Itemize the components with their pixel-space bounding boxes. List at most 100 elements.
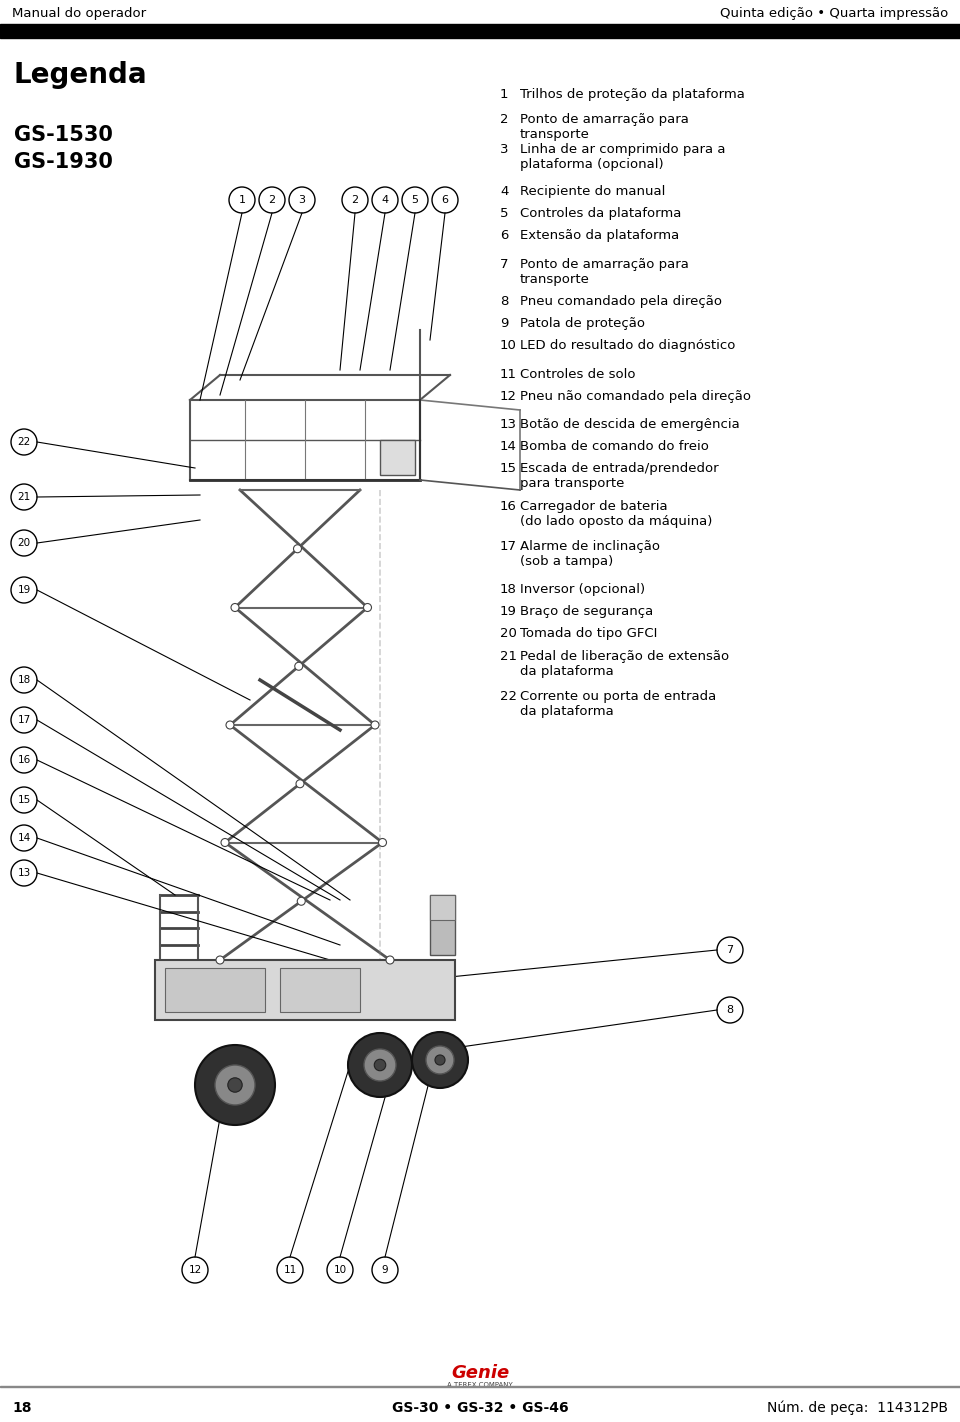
Text: 6: 6 [442,195,448,205]
Text: Pneu comandado pela direção: Pneu comandado pela direção [520,294,722,309]
Text: 18: 18 [500,583,516,596]
Circle shape [215,1065,255,1105]
Text: 12: 12 [188,1266,202,1276]
Text: 7: 7 [727,946,733,956]
Text: 22: 22 [500,690,517,702]
Text: Alarme de inclinação
(sob a tampa): Alarme de inclinação (sob a tampa) [520,540,660,567]
Text: 7: 7 [500,257,509,272]
Circle shape [426,1047,454,1074]
Text: 19: 19 [17,584,31,594]
Text: 20: 20 [500,627,516,640]
Circle shape [371,721,379,729]
Bar [0,24,960,38]
Text: 5: 5 [500,208,509,220]
Bar [280,968,360,1012]
Bar [430,894,455,956]
Text: A TEREX COMPANY: A TEREX COMPANY [447,1382,513,1388]
Text: 9: 9 [500,317,509,330]
Text: 4: 4 [381,195,389,205]
Bar [165,968,265,1012]
Circle shape [226,721,234,729]
Circle shape [364,603,372,611]
Bar [380,439,415,475]
Text: Ponto de amarração para
transporte: Ponto de amarração para transporte [520,112,689,141]
Text: Controles da plataforma: Controles da plataforma [520,208,682,220]
Text: 16: 16 [500,501,516,513]
Text: 10: 10 [333,1266,347,1276]
Circle shape [378,839,387,846]
Text: 15: 15 [17,795,31,805]
Text: 14: 14 [500,439,516,454]
Text: 2: 2 [500,112,509,127]
Text: Botão de descida de emergência: Botão de descida de emergência [520,418,740,431]
Text: Recipiente do manual: Recipiente do manual [520,185,665,198]
Text: Pneu não comandado pela direção: Pneu não comandado pela direção [520,390,751,402]
Circle shape [294,545,301,553]
Text: 17: 17 [500,540,517,553]
Text: 15: 15 [500,462,517,475]
Bar [155,960,455,1020]
Text: GS-1530: GS-1530 [14,125,113,145]
Text: 3: 3 [299,195,305,205]
Text: 16: 16 [17,755,31,765]
Text: Bomba de comando do freio: Bomba de comando do freio [520,439,708,454]
Text: Linha de ar comprimido para a
plataforma (opcional): Linha de ar comprimido para a plataforma… [520,144,726,171]
Text: Quinta edição • Quarta impressão: Quinta edição • Quarta impressão [720,7,948,20]
Text: 6: 6 [500,229,509,242]
Text: Extensão da plataforma: Extensão da plataforma [520,229,680,242]
Circle shape [231,603,239,611]
Text: Núm. de peça:  114312PB: Núm. de peça: 114312PB [767,1401,948,1415]
Text: Braço de segurança: Braço de segurança [520,604,653,619]
Text: 8: 8 [500,294,509,309]
Bar [430,894,455,920]
Circle shape [374,1059,386,1071]
Circle shape [412,1032,468,1088]
Circle shape [386,956,394,964]
Text: 4: 4 [500,185,509,198]
Circle shape [298,897,305,906]
Text: Trilhos de proteção da plataforma: Trilhos de proteção da plataforma [520,88,745,101]
Text: 11: 11 [500,368,517,381]
Text: 12: 12 [500,390,517,402]
Text: 13: 13 [17,867,31,877]
Text: Escada de entrada/prendedor
para transporte: Escada de entrada/prendedor para transpo… [520,462,719,491]
Circle shape [295,663,302,670]
Text: GS-1930: GS-1930 [14,152,113,172]
Text: 2: 2 [269,195,276,205]
Text: 13: 13 [500,418,517,431]
Text: 11: 11 [283,1266,297,1276]
Text: Corrente ou porta de entrada
da plataforma: Corrente ou porta de entrada da platafor… [520,690,716,718]
Text: 21: 21 [500,650,517,663]
Text: 3: 3 [500,144,509,156]
Text: 8: 8 [727,1005,733,1015]
Text: Controles de solo: Controles de solo [520,368,636,381]
Circle shape [221,839,229,846]
Text: Legenda: Legenda [14,61,148,90]
Text: 17: 17 [17,715,31,725]
Text: 1: 1 [500,88,509,101]
Text: 20: 20 [17,538,31,547]
Circle shape [435,1055,445,1065]
Text: 5: 5 [412,195,419,205]
Text: 14: 14 [17,833,31,843]
Circle shape [216,956,224,964]
Circle shape [195,1045,275,1125]
Text: Genie: Genie [451,1364,509,1382]
Text: 2: 2 [351,195,359,205]
Text: 1: 1 [238,195,246,205]
Text: 18: 18 [12,1401,32,1415]
Text: Pedal de liberação de extensão
da plataforma: Pedal de liberação de extensão da plataf… [520,650,730,678]
Text: Carregador de bateria
(do lado oposto da máquina): Carregador de bateria (do lado oposto da… [520,501,712,528]
Text: 21: 21 [17,492,31,502]
Text: Tomada do tipo GFCI: Tomada do tipo GFCI [520,627,658,640]
Text: 22: 22 [17,437,31,447]
Circle shape [228,1078,242,1092]
Text: 10: 10 [500,338,516,353]
Text: Manual do operador: Manual do operador [12,7,146,20]
Text: Ponto de amarração para
transporte: Ponto de amarração para transporte [520,257,689,286]
Text: LED do resultado do diagnóstico: LED do resultado do diagnóstico [520,338,735,353]
Text: 18: 18 [17,675,31,685]
Text: GS-30 • GS-32 • GS-46: GS-30 • GS-32 • GS-46 [392,1401,568,1415]
Text: Inversor (opcional): Inversor (opcional) [520,583,645,596]
Text: 9: 9 [382,1266,388,1276]
